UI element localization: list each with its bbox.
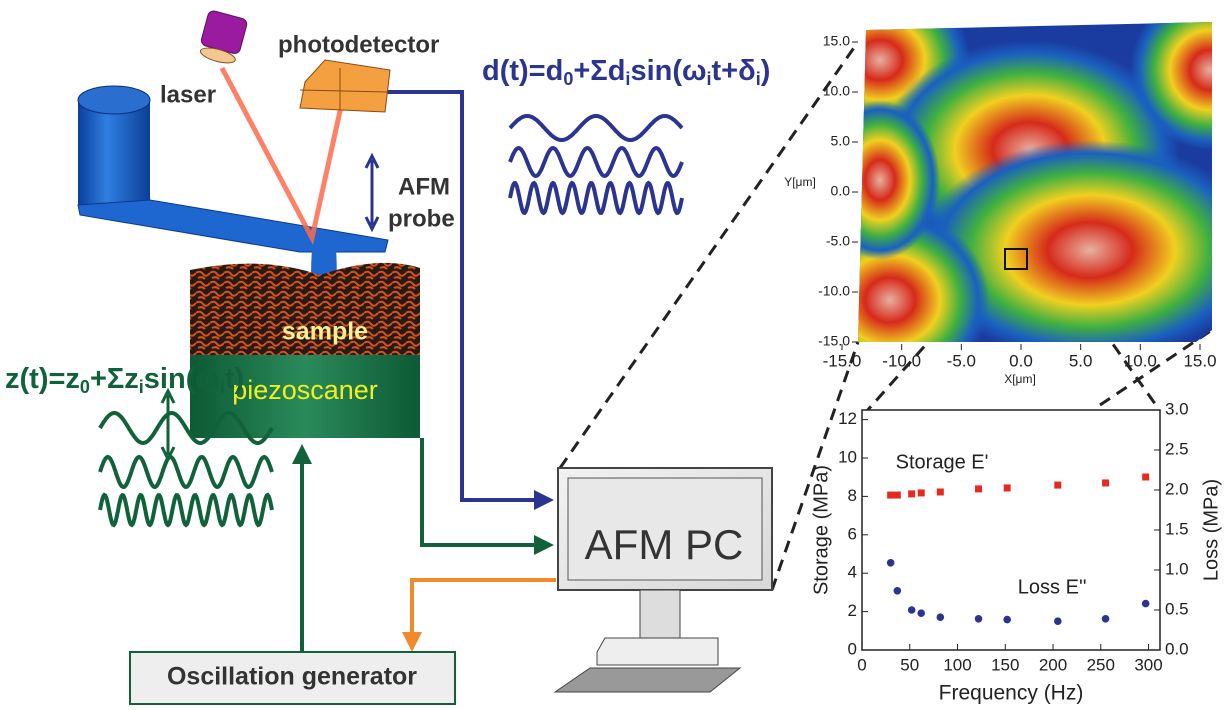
probe-label: probe xyxy=(388,205,455,232)
point xyxy=(908,606,916,614)
point xyxy=(937,613,945,621)
deflection-formula: d(t)=d0+Σdisin(ωit+δi) xyxy=(482,55,770,89)
formula-text: +Σd xyxy=(573,55,625,87)
x-tick-label: 250 xyxy=(1087,655,1115,674)
subscript: 0 xyxy=(563,69,573,89)
y-tick-label: 0.0 xyxy=(831,183,851,199)
x-tick-label: -15.0 xyxy=(823,351,862,370)
diagram: laser photodetector AFM probe sample pie… xyxy=(0,0,1226,710)
point xyxy=(1054,482,1061,489)
subscript: 0 xyxy=(80,377,90,397)
formula-text: +Σz xyxy=(90,363,139,395)
x-tick-label: 200 xyxy=(1039,655,1067,674)
x-tick-label: 300 xyxy=(1134,655,1162,674)
x-tick-label: 100 xyxy=(943,655,971,674)
x-tick-label: -5.0 xyxy=(947,351,976,370)
y-tick-label: 6 xyxy=(848,524,857,543)
photodetector-label: photodetector xyxy=(278,31,439,58)
surface-map: -15.0 -10.0 -5.0 0.0 5.0 10.0 15.0 -15.0 -10.0 -5… xyxy=(784,0,1226,390)
x-axis-label: X[μm] xyxy=(1004,372,1036,386)
y2-axis-label: Loss (MPa) xyxy=(1200,479,1222,581)
x-tick-label: 0 xyxy=(857,655,866,674)
point xyxy=(975,615,983,623)
y2-tick-label: 0.5 xyxy=(1165,599,1189,618)
piezo-label: piezoscaner xyxy=(232,375,378,405)
y-tick-label: 2 xyxy=(848,601,857,620)
wave xyxy=(510,183,682,213)
formula-text: ) xyxy=(761,55,771,87)
point xyxy=(918,489,925,496)
x-tick-label: 0.0 xyxy=(1009,351,1033,370)
formula-text: sin(ω xyxy=(144,363,220,395)
y2-tick-label: 3.0 xyxy=(1165,399,1189,418)
point xyxy=(887,559,895,567)
formula-text: z(t)=z xyxy=(5,363,80,395)
point xyxy=(1142,474,1149,481)
y2-tick-label: 2.0 xyxy=(1165,479,1189,498)
x-tick-label: 15.0 xyxy=(1183,351,1216,370)
series-label: Storage E' xyxy=(896,451,989,473)
x-tick-label: 10.0 xyxy=(1124,351,1157,370)
sample-label: sample xyxy=(282,318,368,346)
generator-label: Oscillation generator xyxy=(167,663,417,691)
formula-text: t) xyxy=(225,363,244,395)
y-tick-label: -15.0 xyxy=(818,333,850,349)
x-axis-label: Frequency (Hz) xyxy=(939,682,1084,705)
y-tick-label: 4 xyxy=(848,563,857,582)
y-axis-label: Y[μm] xyxy=(784,175,816,189)
wave xyxy=(510,148,682,176)
laser-label: laser xyxy=(160,81,216,108)
scatter-chart: 0 50 100 150 200 250 300 0 2 4 6 8 10 12 0.0 0.5 1.0 1.5 2… xyxy=(810,399,1222,704)
x-tick-label: 5.0 xyxy=(1069,351,1093,370)
pc-label: AFM PC xyxy=(585,521,744,568)
point xyxy=(917,609,925,617)
point xyxy=(908,490,915,497)
point xyxy=(894,492,901,499)
plot-frame xyxy=(862,410,1160,650)
formula-text: t+δ xyxy=(712,55,756,87)
y2-tick-label: 0.0 xyxy=(1165,639,1189,658)
point xyxy=(1003,616,1011,624)
x-tick-label: 50 xyxy=(900,655,919,674)
point xyxy=(887,492,894,499)
y2-tick-label: 1.5 xyxy=(1165,519,1189,538)
wave xyxy=(100,495,272,525)
x-tick-label: -10.0 xyxy=(882,351,921,370)
page: {"labels": {"laser": "laser", "photodete… xyxy=(0,0,1226,710)
afm-setup: laser photodetector AFM probe sample pie… xyxy=(5,10,772,704)
y-tick-label: -5.0 xyxy=(826,233,850,249)
formula-text: d(t)=d xyxy=(482,55,563,87)
y2-tick-label: 2.5 xyxy=(1165,439,1189,458)
point xyxy=(1142,600,1150,608)
point xyxy=(1054,617,1062,625)
formula-text: sin(ω xyxy=(630,55,706,87)
probe-label: AFM xyxy=(398,173,450,200)
x-tick-label: 150 xyxy=(991,655,1019,674)
point xyxy=(937,488,944,495)
wave xyxy=(510,116,682,140)
point xyxy=(1004,484,1011,491)
y-tick-label: 15.0 xyxy=(823,33,850,49)
y-axis-label: Storage (MPa) xyxy=(810,465,832,595)
y-tick-label: 10 xyxy=(838,447,857,466)
point xyxy=(975,485,982,492)
y-tick-label: 5.0 xyxy=(831,133,851,149)
y-tick-label: 12 xyxy=(838,409,857,428)
y-tick-label: -10.0 xyxy=(818,283,850,299)
y-tick-label: 0 xyxy=(848,639,857,658)
y-tick-label: 8 xyxy=(848,486,857,505)
wave xyxy=(100,457,272,487)
series-label: Loss E'' xyxy=(1018,576,1087,598)
height-formula: z(t)=z0+Σzisin(ωit) xyxy=(5,363,244,397)
point xyxy=(1102,615,1110,623)
y-tick-label: 10.0 xyxy=(823,83,850,99)
point xyxy=(1102,479,1109,486)
y2-tick-label: 1.0 xyxy=(1165,559,1189,578)
point xyxy=(894,587,902,595)
